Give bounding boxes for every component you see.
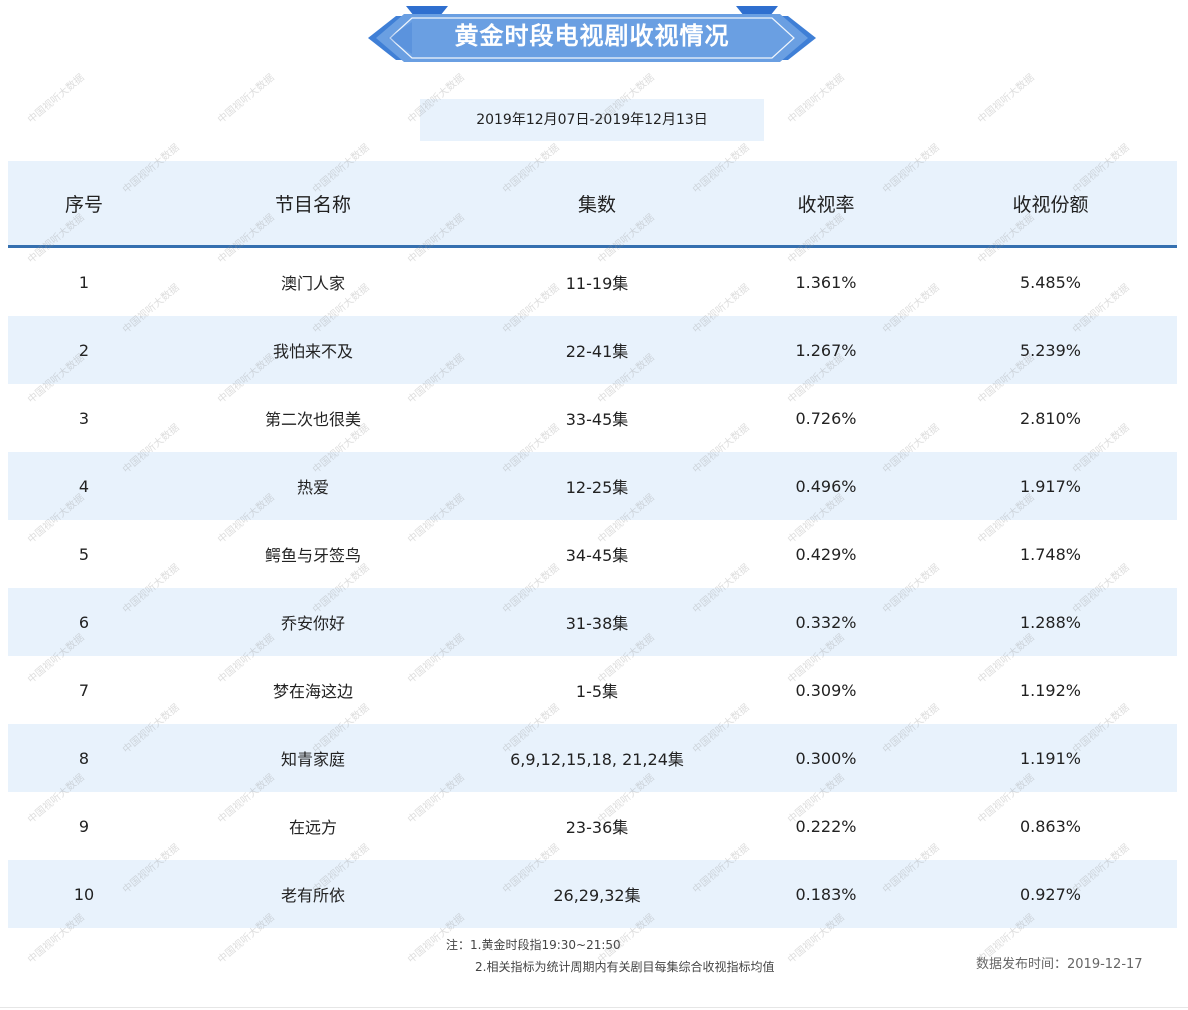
footnote-line-2: 2.相关指标为统计周期内有关剧目每集综合收视指标均值: [475, 960, 775, 974]
cell-rating: 0.183%: [728, 860, 924, 928]
cell-program-name: 知青家庭: [160, 724, 466, 792]
cell-rating: 0.332%: [728, 588, 924, 656]
cell-program-name: 鳄鱼与牙签鸟: [264, 546, 361, 565]
watermark-text: 中国视听大数据: [975, 72, 1037, 126]
cell-rank: 10: [8, 860, 160, 928]
table-row: 2 我怕来不及 22-41集 1.267% 5.239%: [8, 316, 1177, 384]
cell-share: 0.927%: [924, 860, 1177, 928]
cell-rank: 8: [8, 724, 160, 792]
cell-rank: 7: [78, 680, 90, 700]
table-row: 4 热爱 12-25集 0.496% 1.917%: [8, 452, 1177, 520]
table-row: 8 知青家庭 6,9,12,15,18, 21,24集 0.300% 1.191…: [8, 724, 1177, 792]
table-row: 7 梦在海这边 1-5集 0.309% 1.192%: [8, 656, 1177, 724]
bottom-divider: [0, 1007, 1188, 1008]
cell-episodes: 12-25集: [466, 452, 728, 520]
ratings-table: 序号 节目名称 集数 收视率 收视份额 1 澳门人家 11-19集 1.361%…: [8, 161, 1177, 928]
cell-rating: 0.496%: [728, 452, 924, 520]
table-row: 5 鳄鱼与牙签鸟 34-45集 0.429% 1.748%: [8, 520, 1177, 588]
watermark-text: 中国视听大数据: [25, 72, 87, 126]
cell-share: 2.810%: [1019, 408, 1081, 428]
release-time: 数据发布时间：2019-12-17: [976, 957, 1143, 972]
title-banner: 黄金时段电视剧收视情况: [368, 4, 816, 64]
cell-share: 0.863%: [1019, 816, 1081, 836]
cell-rank: 6: [8, 588, 160, 656]
footnotes: 注：1.黄金时段指19:30~21:50 2.相关指标为统计周期内有关剧目每集综…: [446, 934, 774, 978]
cell-episodes: 23-36集: [565, 818, 629, 837]
cell-rating: 0.309%: [795, 680, 857, 700]
cell-rating: 0.726%: [795, 408, 857, 428]
cell-rank: 1: [78, 272, 90, 292]
header-share: 收视份额: [924, 161, 1177, 248]
table-row: 3 第二次也很美 33-45集 0.726% 2.810%: [8, 384, 1177, 452]
cell-program-name: 乔安你好: [160, 588, 466, 656]
cell-program-name: 老有所依: [160, 860, 466, 928]
header-rating: 收视率: [728, 161, 924, 248]
cell-program-name: 澳门人家: [280, 274, 345, 293]
cell-program-name: 在远方: [288, 818, 337, 837]
cell-episodes: 6,9,12,15,18, 21,24集: [466, 724, 728, 792]
cell-episodes: 34-45集: [565, 546, 629, 565]
cell-program-name: 梦在海这边: [272, 682, 353, 701]
cell-share: 5.239%: [924, 316, 1177, 384]
cell-episodes: 31-38集: [466, 588, 728, 656]
cell-program-name: 热爱: [160, 452, 466, 520]
cell-rating: 0.300%: [728, 724, 924, 792]
page-title: 黄金时段电视剧收视情况: [454, 22, 730, 50]
table-row: 1 澳门人家 11-19集 1.361% 5.485%: [8, 247, 1177, 317]
cell-rank: 5: [78, 544, 90, 564]
cell-share: 1.288%: [924, 588, 1177, 656]
table-row: 6 乔安你好 31-38集 0.332% 1.288%: [8, 588, 1177, 656]
header-program-name: 节目名称: [160, 161, 466, 248]
cell-share: 1.748%: [1019, 544, 1081, 564]
cell-rank: 4: [8, 452, 160, 520]
cell-share: 1.191%: [924, 724, 1177, 792]
watermark-text: 中国视听大数据: [215, 72, 277, 126]
cell-share: 1.192%: [1019, 680, 1081, 700]
cell-rating: 0.429%: [795, 544, 857, 564]
date-range-label: 2019年12月07日-2019年12月13日: [420, 99, 764, 141]
cell-rank: 9: [78, 816, 90, 836]
cell-rank: 2: [8, 316, 160, 384]
cell-rating: 1.267%: [728, 316, 924, 384]
cell-episodes: 22-41集: [466, 316, 728, 384]
cell-share: 1.917%: [924, 452, 1177, 520]
cell-program-name: 我怕来不及: [160, 316, 466, 384]
table-row: 9 在远方 23-36集 0.222% 0.863%: [8, 792, 1177, 860]
cell-rating: 0.222%: [795, 816, 857, 836]
cell-share: 5.485%: [1019, 272, 1081, 292]
cell-episodes: 11-19集: [565, 274, 629, 293]
cell-program-name: 第二次也很美: [264, 410, 361, 429]
banner-shape: [368, 6, 816, 62]
cell-episodes: 26,29,32集: [466, 860, 728, 928]
cell-episodes: 33-45集: [565, 410, 629, 429]
footnote-line-1: 注：1.黄金时段指19:30~21:50: [446, 938, 621, 952]
header-rank: 序号: [8, 161, 160, 248]
watermark-text: 中国视听大数据: [785, 72, 847, 126]
table-row: 10 老有所依 26,29,32集 0.183% 0.927%: [8, 860, 1177, 928]
cell-episodes: 1-5集: [575, 682, 619, 701]
cell-rating: 1.361%: [795, 272, 857, 292]
cell-rank: 3: [78, 408, 90, 428]
header-episodes: 集数: [466, 161, 728, 248]
table-header-row: 序号 节目名称 集数 收视率 收视份额: [8, 161, 1177, 248]
